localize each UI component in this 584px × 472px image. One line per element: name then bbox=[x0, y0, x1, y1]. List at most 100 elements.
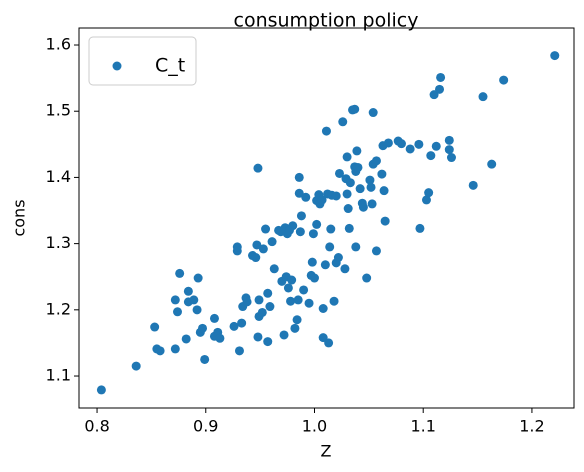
point bbox=[377, 169, 387, 179]
point bbox=[367, 199, 377, 209]
point bbox=[362, 273, 372, 283]
point bbox=[253, 163, 263, 173]
x-axis-label: Z bbox=[321, 442, 332, 461]
point bbox=[317, 195, 327, 205]
legend-marker bbox=[112, 61, 122, 71]
point bbox=[308, 229, 318, 239]
point bbox=[366, 182, 376, 192]
point bbox=[242, 297, 252, 307]
point bbox=[329, 296, 339, 306]
point bbox=[444, 135, 454, 145]
point bbox=[351, 242, 361, 252]
point bbox=[326, 224, 336, 234]
y-tick-label: 1.4 bbox=[46, 167, 71, 186]
point bbox=[487, 159, 497, 169]
point bbox=[355, 184, 365, 194]
point bbox=[299, 285, 309, 295]
y-tick-label: 1.6 bbox=[46, 35, 71, 54]
point bbox=[358, 202, 368, 212]
point bbox=[368, 108, 378, 118]
point bbox=[263, 337, 273, 347]
point bbox=[342, 189, 352, 199]
point bbox=[189, 295, 199, 305]
point bbox=[350, 104, 360, 114]
point bbox=[175, 268, 185, 278]
point bbox=[269, 264, 279, 274]
point bbox=[290, 323, 300, 333]
point bbox=[396, 139, 406, 149]
point bbox=[279, 330, 289, 340]
point bbox=[371, 246, 381, 256]
point bbox=[424, 188, 434, 198]
point bbox=[436, 72, 446, 82]
point bbox=[229, 321, 239, 331]
point bbox=[343, 204, 353, 214]
point bbox=[405, 144, 415, 154]
point bbox=[468, 180, 478, 190]
y-tick-label: 1.2 bbox=[46, 299, 71, 318]
point bbox=[307, 257, 317, 267]
point bbox=[426, 151, 436, 161]
point bbox=[183, 286, 193, 296]
point bbox=[331, 191, 341, 201]
point bbox=[252, 240, 262, 250]
point bbox=[499, 75, 509, 85]
point bbox=[295, 227, 305, 237]
point bbox=[209, 313, 219, 323]
point bbox=[353, 162, 363, 172]
point bbox=[261, 224, 271, 234]
y-axis-label: cons bbox=[10, 199, 29, 236]
point bbox=[383, 138, 393, 148]
point bbox=[232, 242, 242, 252]
point bbox=[293, 295, 303, 305]
point bbox=[345, 178, 355, 188]
point bbox=[340, 264, 350, 274]
legend-box bbox=[88, 36, 197, 86]
point bbox=[96, 385, 106, 395]
point bbox=[150, 322, 160, 332]
point bbox=[287, 275, 297, 285]
legend-label: C_t bbox=[155, 55, 185, 77]
point bbox=[234, 346, 244, 356]
point bbox=[301, 192, 311, 202]
point bbox=[414, 139, 424, 149]
plot-frame bbox=[78, 27, 575, 409]
point bbox=[415, 223, 425, 233]
point bbox=[320, 260, 330, 270]
point bbox=[251, 253, 261, 263]
point bbox=[446, 153, 456, 163]
point bbox=[321, 126, 331, 136]
x-tick-label: 1.1 bbox=[410, 417, 435, 436]
x-tick-label: 0.9 bbox=[193, 417, 218, 436]
x-tick-label: 1.0 bbox=[302, 417, 327, 436]
point bbox=[292, 315, 302, 325]
point bbox=[172, 307, 182, 317]
point bbox=[294, 188, 304, 198]
point bbox=[200, 354, 210, 364]
point bbox=[324, 338, 334, 348]
point bbox=[198, 323, 208, 333]
point bbox=[304, 298, 314, 308]
point bbox=[380, 216, 390, 226]
point bbox=[170, 344, 180, 354]
x-tick-label: 0.8 bbox=[84, 417, 109, 436]
y-tick-label: 1.1 bbox=[46, 366, 71, 385]
point bbox=[131, 361, 141, 371]
chart-title: consumption policy bbox=[234, 10, 419, 32]
y-tick-label: 1.5 bbox=[46, 101, 71, 120]
point bbox=[435, 84, 445, 94]
point bbox=[550, 51, 560, 61]
point bbox=[288, 221, 298, 231]
point bbox=[170, 295, 180, 305]
point bbox=[253, 332, 263, 342]
point bbox=[325, 242, 335, 252]
point bbox=[478, 92, 488, 102]
point bbox=[193, 273, 203, 283]
point bbox=[258, 244, 268, 254]
point bbox=[155, 346, 165, 356]
point bbox=[254, 295, 264, 305]
point bbox=[263, 288, 273, 298]
point bbox=[334, 168, 344, 178]
point bbox=[333, 253, 343, 263]
